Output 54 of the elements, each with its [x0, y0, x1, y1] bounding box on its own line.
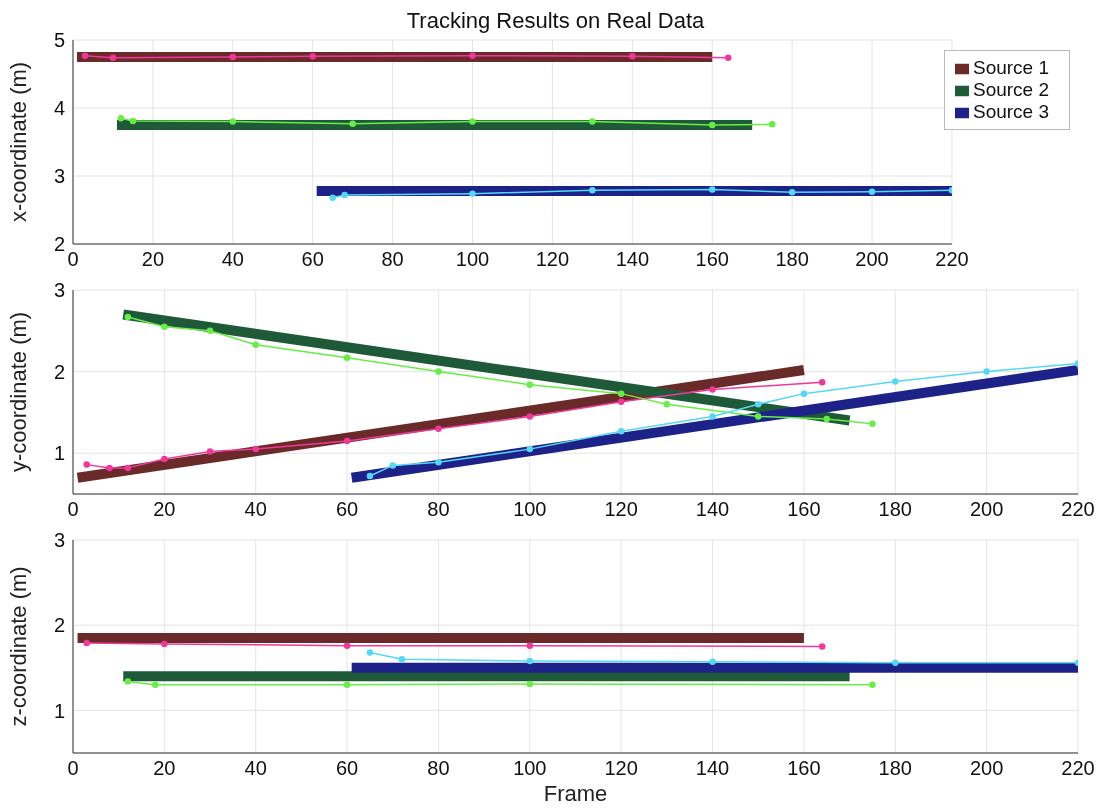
x-tick-label: 60	[335, 757, 359, 780]
x-tick-label: 100	[513, 757, 547, 780]
x-tick-label: 220	[1061, 498, 1095, 521]
x-tick-label: 80	[381, 248, 404, 271]
x-tick-label: 220	[935, 248, 969, 271]
x-tick-label: 40	[244, 757, 267, 780]
x-tick-label: 80	[427, 498, 450, 521]
x-tick-label: 180	[775, 248, 809, 271]
x-tick-label: 40	[221, 248, 244, 271]
x-tick-label: 140	[615, 248, 650, 271]
y-tick-label: 4	[53, 97, 65, 120]
x-tick-label: 100	[513, 498, 547, 521]
y-tick-label: 1	[53, 699, 65, 722]
y-axis-title: x-coordinate (m)	[5, 61, 31, 222]
legend-label: Source 1	[972, 57, 1049, 78]
y-tick-label: 3	[53, 529, 65, 552]
x-tick-label: 0	[67, 498, 79, 521]
y-axis-title: z-coordinate (m)	[5, 566, 31, 727]
y-tick-label: 2	[53, 233, 65, 256]
x-tick-label: 160	[695, 248, 729, 271]
x-tick-label: 200	[969, 757, 1004, 780]
x-tick-label: 160	[787, 498, 821, 521]
x-tick-label: 40	[244, 498, 267, 521]
x-tick-label: 60	[335, 498, 359, 521]
x-tick-label: 20	[153, 498, 176, 521]
x-tick-label: 0	[67, 757, 79, 780]
x-tick-label: 120	[604, 757, 638, 780]
x-tick-label: 0	[67, 248, 79, 271]
x-tick-label: 160	[787, 757, 821, 780]
x-tick-label: 60	[301, 248, 324, 271]
x-tick-label: 20	[153, 757, 176, 780]
x-tick-label: 100	[455, 248, 490, 271]
y-tick-label: 3	[53, 165, 65, 188]
x-tick-label: 140	[695, 757, 730, 780]
x-tick-label: 120	[535, 248, 570, 271]
x-tick-label: 180	[878, 498, 912, 521]
legend-label: Source 3	[972, 101, 1049, 122]
y-axis-title: y-coordinate (m)	[5, 311, 31, 472]
x-tick-label: 140	[695, 498, 730, 521]
chart-title: Tracking Results on Real Data	[406, 8, 705, 33]
x-tick-label: 120	[604, 498, 638, 521]
x-tick-label: 220	[1061, 757, 1095, 780]
y-tick-label: 1	[53, 442, 65, 465]
x-tick-label: 200	[969, 498, 1004, 521]
y-tick-label: 5	[53, 29, 65, 52]
x-tick-label: 80	[427, 757, 450, 780]
legend-label: Source 2	[972, 79, 1049, 100]
y-tick-label: 2	[53, 360, 65, 383]
y-tick-label: 3	[53, 279, 65, 302]
x-tick-label: 180	[878, 757, 912, 780]
y-tick-label: 2	[53, 614, 65, 637]
x-tick-label: 200	[855, 248, 889, 271]
x-axis-title: Frame	[543, 780, 608, 806]
x-tick-label: 20	[141, 248, 165, 271]
